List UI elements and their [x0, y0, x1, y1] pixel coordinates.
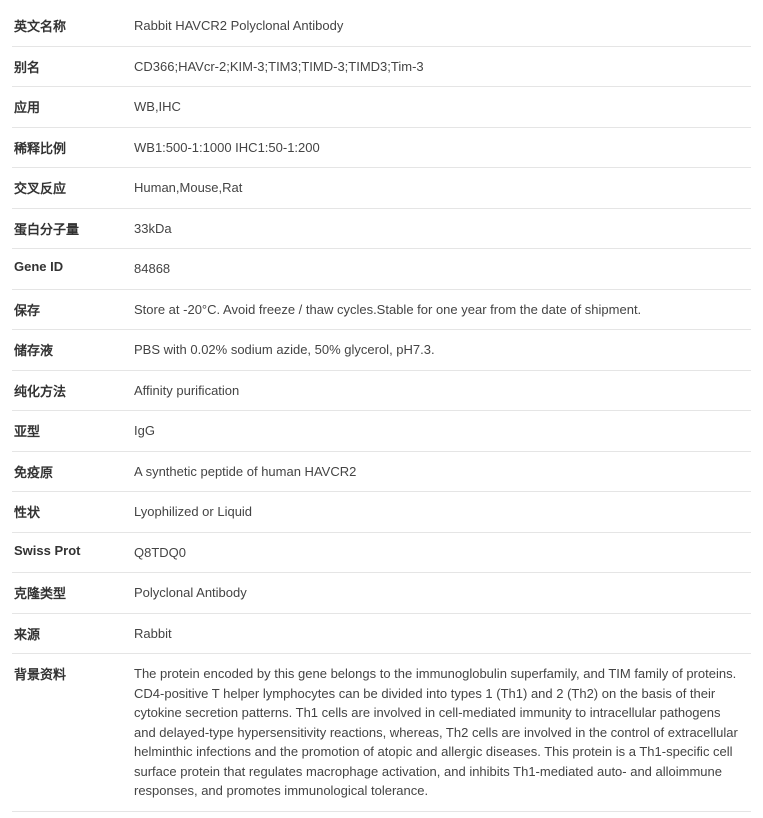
row-label: 储存液: [12, 330, 132, 371]
table-row: 性状Lyophilized or Liquid: [12, 492, 751, 533]
row-value: Store at -20°C. Avoid freeze / thaw cycl…: [132, 289, 751, 330]
row-value: Rabbit HAVCR2 Polyclonal Antibody: [132, 6, 751, 46]
table-row: 应用WB,IHC: [12, 87, 751, 128]
row-value: Human,Mouse,Rat: [132, 168, 751, 209]
row-value: 84868: [132, 249, 751, 290]
row-value: WB1:500-1:1000 IHC1:50-1:200: [132, 127, 751, 168]
row-label: 来源: [12, 613, 132, 654]
table-row: 别名CD366;HAVcr-2;KIM-3;TIM3;TIMD-3;TIMD3;…: [12, 46, 751, 87]
row-label: 保存: [12, 289, 132, 330]
table-row: 稀释比例WB1:500-1:1000 IHC1:50-1:200: [12, 127, 751, 168]
row-value: IgG: [132, 411, 751, 452]
table-row: Swiss ProtQ8TDQ0: [12, 532, 751, 573]
row-value: Affinity purification: [132, 370, 751, 411]
table-row: 克隆类型Polyclonal Antibody: [12, 573, 751, 614]
row-label: 克隆类型: [12, 573, 132, 614]
table-row: 蛋白分子量33kDa: [12, 208, 751, 249]
table-row: Gene ID84868: [12, 249, 751, 290]
table-row: 纯化方法Affinity purification: [12, 370, 751, 411]
row-value: Rabbit: [132, 613, 751, 654]
row-label: 英文名称: [12, 6, 132, 46]
row-value: CD366;HAVcr-2;KIM-3;TIM3;TIMD-3;TIMD3;Ti…: [132, 46, 751, 87]
row-label: 免疫原: [12, 451, 132, 492]
row-value: WB,IHC: [132, 87, 751, 128]
row-label: Swiss Prot: [12, 532, 132, 573]
row-value: PBS with 0.02% sodium azide, 50% glycero…: [132, 330, 751, 371]
row-value: Q8TDQ0: [132, 532, 751, 573]
row-value: The protein encoded by this gene belongs…: [132, 654, 751, 812]
row-label: 性状: [12, 492, 132, 533]
row-label: 交叉反应: [12, 168, 132, 209]
table-row: 亚型IgG: [12, 411, 751, 452]
row-value: Polyclonal Antibody: [132, 573, 751, 614]
table-row: 保存Store at -20°C. Avoid freeze / thaw cy…: [12, 289, 751, 330]
table-row: 交叉反应Human,Mouse,Rat: [12, 168, 751, 209]
table-row: 来源Rabbit: [12, 613, 751, 654]
spec-table-wrapper: 英文名称Rabbit HAVCR2 Polyclonal Antibody 别名…: [0, 0, 763, 818]
spec-table: 英文名称Rabbit HAVCR2 Polyclonal Antibody 别名…: [12, 6, 751, 812]
spec-table-body: 英文名称Rabbit HAVCR2 Polyclonal Antibody 别名…: [12, 6, 751, 811]
table-row: 英文名称Rabbit HAVCR2 Polyclonal Antibody: [12, 6, 751, 46]
row-label: 别名: [12, 46, 132, 87]
row-label: 稀释比例: [12, 127, 132, 168]
table-row: 免疫原A synthetic peptide of human HAVCR2: [12, 451, 751, 492]
row-label: 亚型: [12, 411, 132, 452]
table-row: 储存液PBS with 0.02% sodium azide, 50% glyc…: [12, 330, 751, 371]
row-value: Lyophilized or Liquid: [132, 492, 751, 533]
table-row: 背景资料The protein encoded by this gene bel…: [12, 654, 751, 812]
row-value: A synthetic peptide of human HAVCR2: [132, 451, 751, 492]
row-label: 纯化方法: [12, 370, 132, 411]
row-label: 蛋白分子量: [12, 208, 132, 249]
row-label: 应用: [12, 87, 132, 128]
row-label: 背景资料: [12, 654, 132, 812]
row-value: 33kDa: [132, 208, 751, 249]
row-label: Gene ID: [12, 249, 132, 290]
